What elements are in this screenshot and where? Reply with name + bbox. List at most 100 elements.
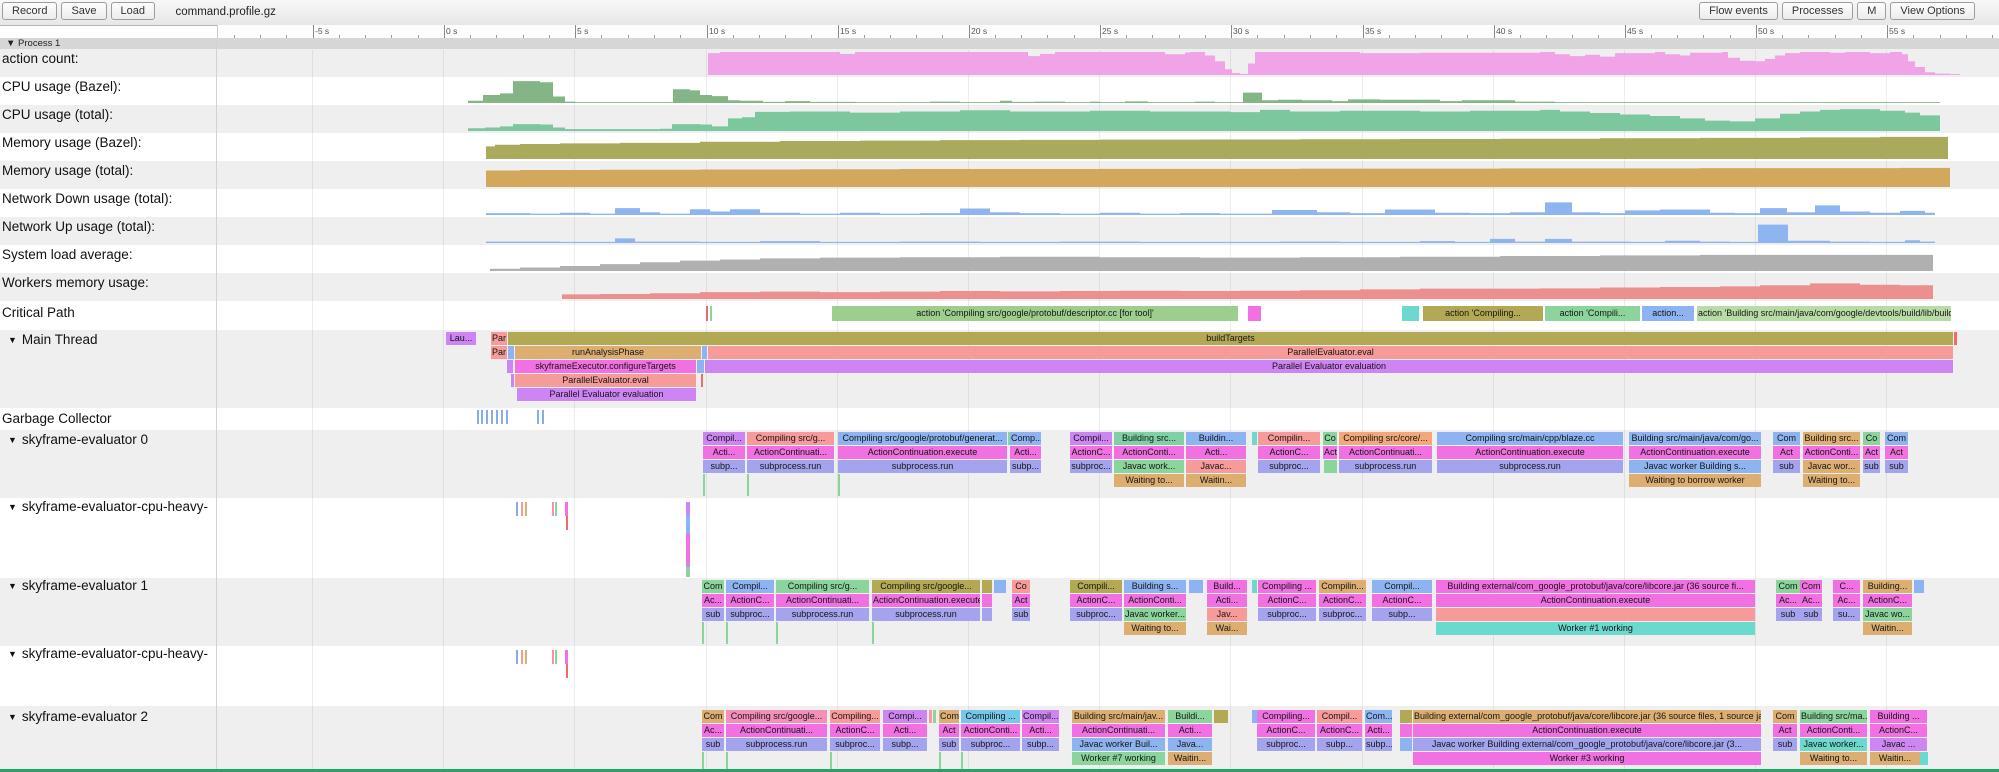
processes-button[interactable]: Processes	[1781, 2, 1854, 20]
trace-span[interactable]: subproc...	[1070, 460, 1112, 473]
record-button[interactable]: Record	[2, 2, 58, 20]
trace-span[interactable]: Waitin...	[1863, 622, 1912, 635]
trace-tick[interactable]	[501, 410, 503, 424]
trace-span[interactable]: Building src...	[1803, 432, 1860, 445]
trace-span[interactable]: ActionContinuati...	[747, 446, 834, 459]
trace-tick[interactable]	[710, 306, 712, 321]
trace-span[interactable]: Javac work...	[1114, 460, 1184, 473]
trace-tick[interactable]	[566, 664, 568, 678]
trace-span[interactable]: Acti...	[1168, 724, 1212, 737]
trace-tick[interactable]	[565, 650, 568, 664]
trace-span[interactable]: ActionC...	[830, 724, 880, 737]
trace-tick[interactable]	[939, 752, 941, 770]
trace-span[interactable]: action...	[1642, 306, 1694, 321]
trace-tick[interactable]	[516, 502, 518, 516]
trace-span[interactable]: Co	[1012, 580, 1030, 593]
trace-span[interactable]: ActionC...	[1070, 446, 1112, 459]
trace-span[interactable]: ActionContinuation.execute	[838, 446, 1007, 459]
trace-tick[interactable]	[566, 516, 568, 530]
trace-tick[interactable]	[697, 360, 704, 373]
trace-span[interactable]: Acti...	[1022, 724, 1059, 737]
trace-span[interactable]: subprocess.run	[726, 738, 827, 751]
trace-span[interactable]: Waitin...	[1168, 752, 1212, 765]
trace-span[interactable]: action 'Compiling src/google/protobuf/de…	[832, 306, 1238, 321]
trace-span[interactable]: Com...	[1365, 710, 1392, 723]
trace-tick[interactable]	[552, 650, 554, 664]
trace-span[interactable]: Compiling src/g...	[776, 580, 869, 593]
trace-tick[interactable]	[872, 622, 874, 644]
trace-tick[interactable]	[706, 306, 708, 321]
counter-chart-cpu-total[interactable]	[217, 108, 1999, 131]
trace-span[interactable]: Act	[1773, 446, 1800, 459]
trace-span[interactable]: Waiting to...	[1114, 474, 1184, 487]
trace-span[interactable]: Javac wor...	[1803, 460, 1860, 473]
trace-span[interactable]: Waitin...	[1186, 474, 1246, 487]
trace-span[interactable]: Co	[1323, 432, 1337, 445]
trace-span[interactable]: ActionC...	[1870, 724, 1927, 737]
trace-tick[interactable]	[1214, 710, 1228, 723]
trace-tick[interactable]	[702, 346, 707, 359]
trace-span[interactable]: Ac...	[1833, 594, 1860, 607]
load-button[interactable]: Load	[110, 2, 156, 20]
counter-chart-system-load[interactable]	[217, 248, 1999, 271]
trace-span[interactable]: Compilin...	[1258, 432, 1320, 445]
counter-chart-workers-memory[interactable]	[217, 276, 1999, 299]
trace-span[interactable]: Acti...	[1186, 446, 1246, 459]
track-label-skyframe-evaluator-1[interactable]: ▼ skyframe-evaluator 1	[0, 578, 216, 593]
trace-span[interactable]: Ac...	[702, 724, 724, 737]
trace-tick[interactable]	[933, 710, 936, 723]
trace-tick[interactable]	[511, 374, 514, 387]
trace-span[interactable]: ActionConti...	[1800, 724, 1867, 737]
trace-tick[interactable]	[521, 502, 523, 516]
flow-events-button[interactable]: Flow events	[1699, 2, 1778, 20]
track-label-skyframe-evaluator-cpu-heavy[interactable]: ▼ skyframe-evaluator-cpu-heavy-	[0, 646, 216, 661]
trace-tick[interactable]	[982, 608, 992, 621]
trace-tick[interactable]	[747, 474, 749, 496]
trace-span[interactable]: Com	[1885, 432, 1908, 445]
trace-span[interactable]: sub	[1885, 460, 1908, 473]
collapse-arrow-icon[interactable]: ▼	[8, 435, 17, 445]
save-button[interactable]: Save	[61, 2, 107, 20]
trace-span[interactable]: ActionContinuati...	[726, 724, 827, 737]
trace-tick[interactable]	[776, 622, 778, 644]
trace-span[interactable]: Compiling src/g...	[747, 432, 834, 445]
trace-tick[interactable]	[508, 346, 514, 359]
trace-span[interactable]: Compil...	[1022, 710, 1059, 723]
trace-tick[interactable]	[726, 622, 728, 644]
trace-tick[interactable]	[521, 650, 523, 664]
trace-span[interactable]: action 'Compili...	[1545, 306, 1640, 321]
counter-chart-memory-total[interactable]	[217, 164, 1999, 187]
trace-tick[interactable]	[1400, 710, 1412, 723]
trace-span[interactable]: ActionC...	[1258, 446, 1320, 459]
trace-span[interactable]: Act	[1885, 446, 1908, 459]
trace-span[interactable]: Co	[1863, 432, 1880, 445]
trace-span[interactable]: sub	[1773, 460, 1800, 473]
trace-span[interactable]: sub	[1863, 460, 1880, 473]
trace-span[interactable]: ActionC...	[726, 594, 774, 607]
trace-tick[interactable]	[961, 752, 963, 770]
trace-span[interactable]: Javac wo...	[1863, 608, 1912, 621]
trace-span[interactable]: subprocess.run	[1437, 460, 1623, 473]
trace-tick[interactable]	[507, 360, 513, 373]
trace-span[interactable]: ActionConti...	[1803, 446, 1860, 459]
trace-tick[interactable]	[1954, 332, 1957, 345]
trace-span[interactable]: subp...	[703, 460, 745, 473]
trace-span[interactable]: runAnalysisPhase	[515, 346, 701, 359]
trace-span[interactable]: sub	[1012, 608, 1030, 621]
trace-span[interactable]: subprocess.run	[872, 608, 980, 621]
trace-span[interactable]: Com	[702, 580, 724, 593]
trace-span[interactable]: buildTargets	[508, 332, 1953, 345]
trace-tick[interactable]	[994, 580, 1006, 593]
trace-span[interactable]: Com	[1800, 580, 1822, 593]
trace-span[interactable]: sub	[1800, 608, 1822, 621]
trace-span[interactable]: ActionConti...	[961, 724, 1020, 737]
trace-tick[interactable]	[686, 534, 690, 562]
trace-span[interactable]: Building external/com_google_protobuf/ja…	[1413, 710, 1761, 723]
trace-span[interactable]: Act	[1012, 594, 1030, 607]
trace-span[interactable]: subp...	[1365, 738, 1392, 751]
trace-span[interactable]: Javac worker Building external/com_googl…	[1413, 738, 1761, 751]
trace-span[interactable]: Parallel Evaluator evaluation	[705, 360, 1953, 373]
trace-span[interactable]: Acti...	[1365, 724, 1392, 737]
trace-span[interactable]: Act	[939, 724, 959, 737]
trace-span[interactable]: Waitin...	[1870, 752, 1920, 765]
